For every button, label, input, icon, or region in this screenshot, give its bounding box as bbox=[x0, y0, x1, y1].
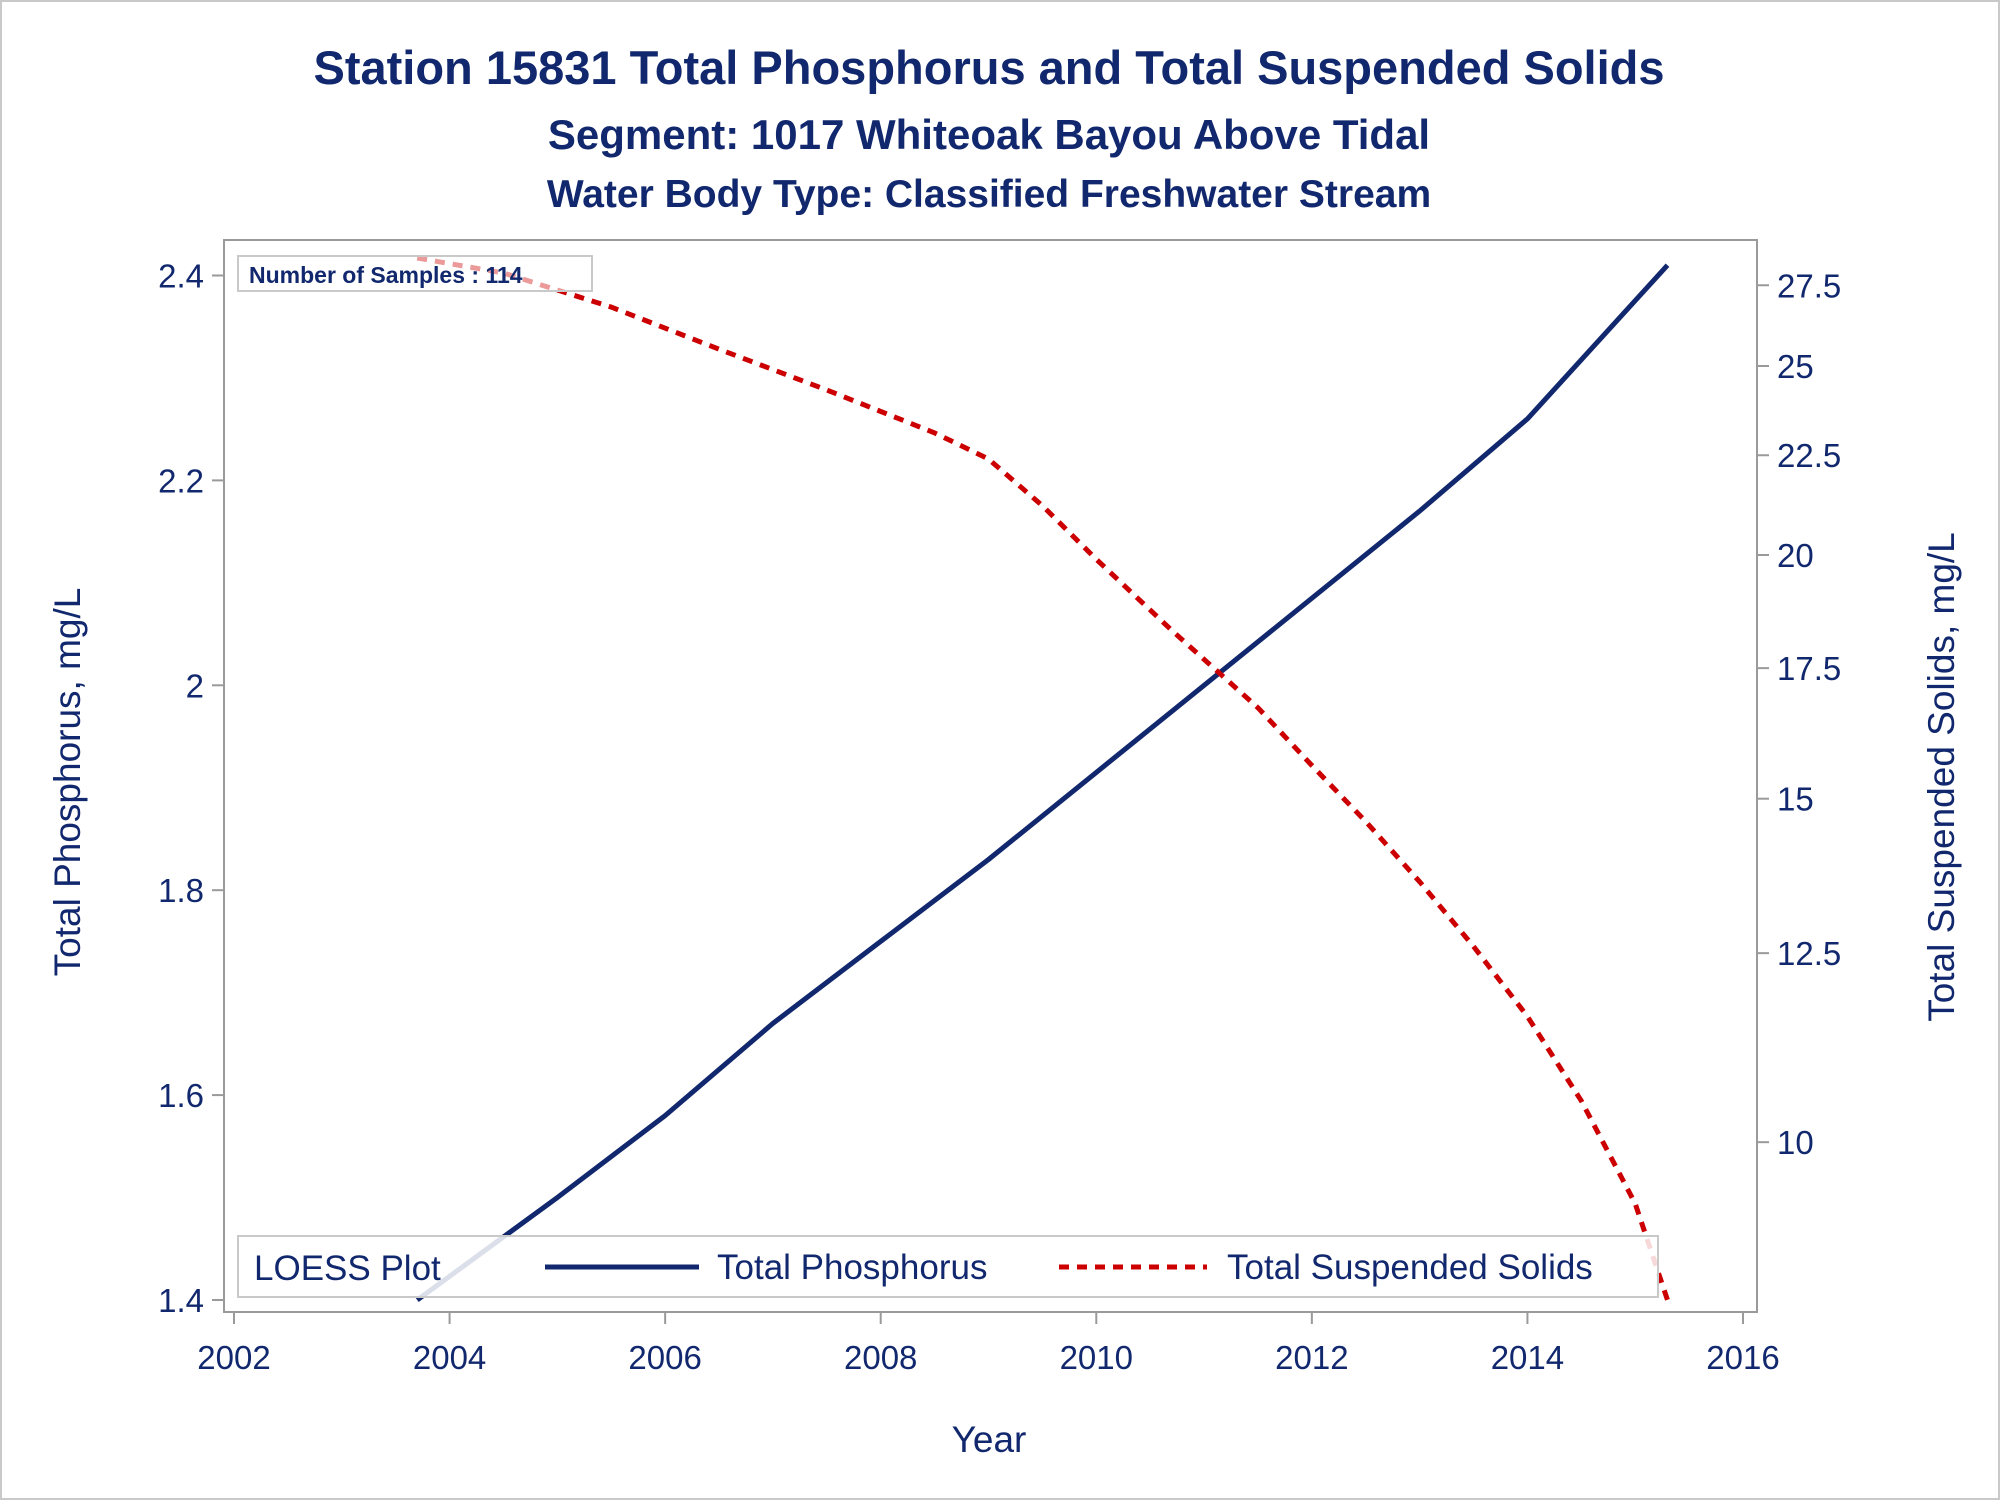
y2-tick-label: 10 bbox=[1777, 1124, 1814, 1161]
x-axis-label: Year bbox=[952, 1419, 1027, 1460]
y-tick-label: 1.4 bbox=[158, 1282, 204, 1319]
x-axis: 2002 2004 2006 2008 2010 2012 2014 2016 bbox=[197, 1312, 1780, 1376]
legend-box bbox=[237, 1235, 1659, 1298]
sample-count-annotation: Number of Samples : 114 bbox=[237, 255, 593, 292]
y2-tick-label: 22.5 bbox=[1777, 437, 1841, 474]
annotation-box bbox=[237, 255, 593, 292]
x-tick-label: 2004 bbox=[413, 1339, 486, 1376]
series-layer bbox=[415, 255, 1670, 1303]
legend: LOESS Plot Total Phosphorus Total Suspen… bbox=[237, 1235, 1659, 1298]
x-tick-label: 2012 bbox=[1275, 1339, 1348, 1376]
y2-axis-label: Total Suspended Solids, mg/L bbox=[1921, 532, 1962, 1022]
series-line-phosphorus bbox=[415, 263, 1670, 1303]
y2-tick-label: 12.5 bbox=[1777, 935, 1841, 972]
legend-title: LOESS Plot bbox=[254, 1249, 441, 1288]
series-line-tss bbox=[416, 255, 1670, 1301]
plot-area bbox=[223, 239, 1758, 1313]
y-axis-right: 10 12.5 15 17.5 20 22.5 25 27.5 bbox=[1757, 267, 1841, 1161]
y-tick-label: 2.2 bbox=[158, 462, 204, 499]
x-tick-label: 2006 bbox=[628, 1339, 701, 1376]
y2-tick-label: 20 bbox=[1777, 537, 1814, 574]
chart-title: Station 15831 Total Phosphorus and Total… bbox=[314, 41, 1665, 94]
y-tick-label: 2.4 bbox=[158, 257, 204, 294]
y-axis-left: 1.4 1.6 1.8 2 2.2 2.4 bbox=[158, 257, 224, 1319]
chart-subtitle-2: Water Body Type: Classified Freshwater S… bbox=[547, 173, 1431, 216]
legend-label-phosphorus: Total Phosphorus bbox=[717, 1248, 987, 1287]
chart-subtitle: Segment: 1017 Whiteoak Bayou Above Tidal bbox=[548, 111, 1430, 158]
y2-tick-label: 27.5 bbox=[1777, 267, 1841, 304]
y2-tick-label: 17.5 bbox=[1777, 650, 1841, 687]
y-tick-label: 1.6 bbox=[158, 1077, 204, 1114]
legend-label-tss: Total Suspended Solids bbox=[1227, 1248, 1593, 1287]
x-tick-label: 2014 bbox=[1491, 1339, 1564, 1376]
annotation-text: Number of Samples : 114 bbox=[249, 262, 523, 288]
x-tick-label: 2008 bbox=[844, 1339, 917, 1376]
y-tick-label: 1.8 bbox=[158, 872, 204, 909]
y-axis-label: Total Phosphorus, mg/L bbox=[47, 588, 88, 977]
x-tick-label: 2016 bbox=[1706, 1339, 1779, 1376]
x-tick-label: 2002 bbox=[197, 1339, 270, 1376]
x-tick-label: 2010 bbox=[1060, 1339, 1133, 1376]
y2-tick-label: 25 bbox=[1777, 348, 1814, 385]
y2-tick-label: 15 bbox=[1777, 781, 1814, 818]
y-tick-label: 2 bbox=[186, 667, 204, 704]
